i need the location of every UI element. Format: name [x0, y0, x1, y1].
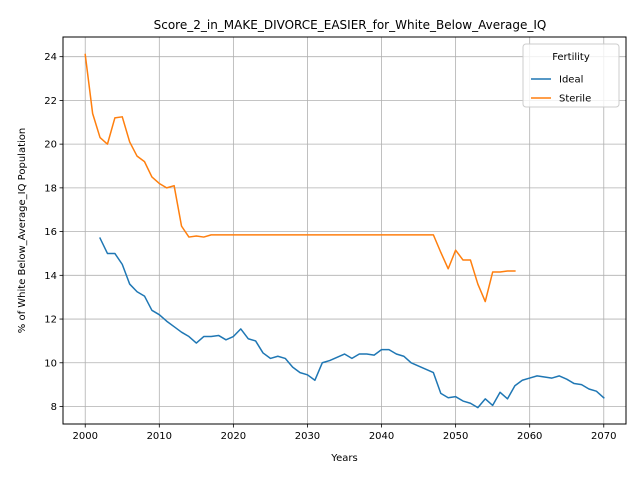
- series-line-ideal: [99, 237, 605, 409]
- x-tick-label: 2030: [295, 431, 320, 442]
- x-axis-label: Years: [330, 453, 357, 464]
- legend-label-sterile: Sterile: [559, 94, 591, 105]
- legend-items: Ideal Sterile: [531, 75, 591, 105]
- plot-frame: [62, 36, 627, 425]
- legend-label-ideal: Ideal: [559, 75, 583, 86]
- legend-box: [522, 43, 620, 108]
- x-tick-label: 2040: [369, 431, 394, 442]
- y-axis-label: % of White Below_Average_IQ Population: [17, 128, 28, 333]
- legend-title: Fertility: [552, 52, 590, 63]
- x-tick-label: 2070: [591, 431, 616, 442]
- chart-title: Score_2_in_MAKE_DIVORCE_EASIER_for_White…: [154, 18, 547, 32]
- y-tick-label: 14: [44, 271, 57, 282]
- x-tick-label: 2010: [147, 431, 172, 442]
- y-tick-label: 12: [44, 315, 57, 326]
- y-tick-label: 22: [44, 96, 57, 107]
- y-tick-label: 20: [44, 140, 57, 151]
- series-line-sterile: [84, 53, 516, 303]
- x-tick-label: 2020: [221, 431, 246, 442]
- x-tick-label: 2050: [443, 431, 468, 442]
- axis-ticks: 2000 2010 2020 2030 2040 2050 2060 2070 8 10 12 14 1…: [44, 52, 616, 442]
- legend: Fertility Ideal Sterile: [522, 43, 620, 108]
- x-tick-label: 2060: [517, 431, 542, 442]
- x-tick-label: 2000: [72, 431, 97, 442]
- y-tick-label: 18: [44, 183, 57, 194]
- y-tick-label: 8: [51, 402, 57, 413]
- series-layer: [84, 53, 605, 409]
- y-tick-label: 24: [44, 52, 57, 63]
- y-tick-label: 10: [44, 358, 57, 369]
- y-tick-label: 16: [44, 227, 57, 238]
